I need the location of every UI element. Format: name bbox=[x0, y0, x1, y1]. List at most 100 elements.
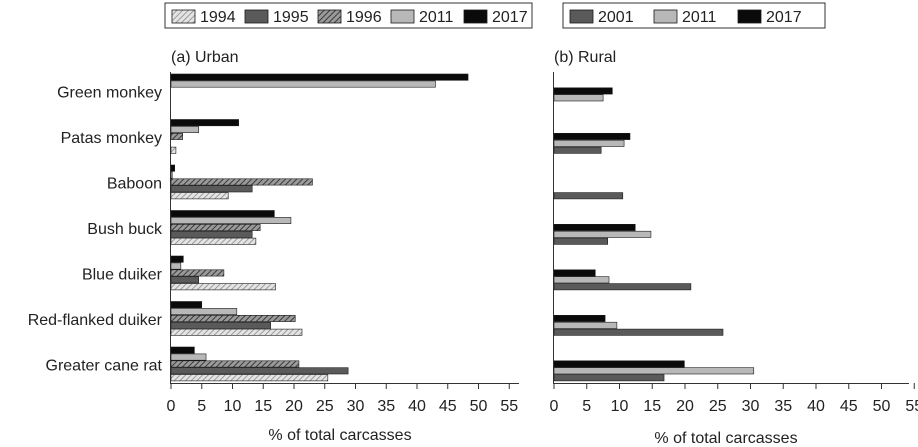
rural-bar-bush-buck-2017 bbox=[553, 224, 636, 231]
urban-tick-label-5: 5 bbox=[197, 398, 206, 415]
rural-tick-label-0: 0 bbox=[550, 398, 559, 415]
rural-bar-patas-monkey-2017 bbox=[553, 133, 631, 140]
urban-tick-label-15: 15 bbox=[254, 398, 272, 415]
urban-tick-label-45: 45 bbox=[439, 398, 457, 415]
urban-bar-patas-monkey-1994 bbox=[170, 146, 177, 154]
urban-bar-baboon-2011 bbox=[170, 171, 173, 179]
rural-legend-label-2001: 2001 bbox=[598, 9, 634, 26]
urban-legend-swatch-2017 bbox=[463, 9, 488, 24]
rural-legend-label-2011: 2011 bbox=[682, 9, 717, 26]
urban-bar-bush-buck-2011 bbox=[170, 217, 292, 224]
urban-tick-label-10: 10 bbox=[224, 398, 242, 415]
rural-bar-green-monkey-2017 bbox=[553, 87, 613, 95]
urban-tick-label-25: 25 bbox=[316, 398, 334, 415]
urban-bar-blue-duiker-1996 bbox=[170, 269, 225, 277]
legend-rural-frame bbox=[562, 2, 826, 29]
urban-bar-blue-duiker-1995 bbox=[170, 276, 199, 284]
rural-bar-red-flanked-duiker-2011 bbox=[553, 321, 618, 329]
urban-legend-swatch-2011 bbox=[390, 9, 415, 24]
urban-bar-blue-duiker-2017 bbox=[170, 255, 184, 263]
urban-bar-green-monkey-2011 bbox=[170, 80, 436, 88]
rural-legend-label-2017: 2017 bbox=[766, 9, 802, 26]
rural-bar-patas-monkey-2001 bbox=[553, 146, 602, 154]
urban-tick-label-0: 0 bbox=[167, 398, 176, 415]
rural-tick-label-35: 35 bbox=[774, 398, 792, 415]
urban-bar-red-flanked-duiker-1996 bbox=[170, 314, 296, 322]
urban-tick-label-35: 35 bbox=[377, 398, 395, 415]
urban-bar-red-flanked-duiker-1995 bbox=[170, 321, 271, 329]
urban-bar-baboon-2017 bbox=[170, 164, 175, 172]
rural-tick-label-15: 15 bbox=[643, 398, 661, 415]
rural-tick-label-55: 55 bbox=[905, 398, 918, 415]
rural-legend-swatch-2011 bbox=[653, 9, 678, 24]
category-label-greater-cane-rat: Greater cane rat bbox=[46, 357, 163, 374]
rural-tick-label-20: 20 bbox=[676, 398, 694, 415]
rural-bar-blue-duiker-2001 bbox=[553, 283, 692, 291]
category-label-red-flanked-duiker: Red-flanked duiker bbox=[28, 312, 163, 329]
category-label-patas-monkey: Patas monkey bbox=[61, 130, 162, 147]
urban-legend-swatch-1995 bbox=[244, 9, 269, 24]
urban-legend-label-1994: 1994 bbox=[200, 9, 236, 26]
urban-tick-label-20: 20 bbox=[285, 398, 303, 415]
urban-tick-label-55: 55 bbox=[500, 398, 518, 415]
rural-tick-label-45: 45 bbox=[840, 398, 858, 415]
urban-legend-label-2011: 2011 bbox=[419, 9, 454, 26]
urban-bar-baboon-1995 bbox=[170, 185, 253, 193]
rural-bar-blue-duiker-2011 bbox=[553, 276, 610, 284]
urban-bar-red-flanked-duiker-1994 bbox=[170, 328, 303, 336]
rural-legend-swatch-2017 bbox=[737, 9, 762, 24]
urban-bar-bush-buck-1996 bbox=[170, 224, 261, 231]
urban-legend-swatch-1996 bbox=[317, 9, 342, 24]
urban-bar-greater-cane-rat-1996 bbox=[170, 360, 300, 368]
rural-bar-patas-monkey-2011 bbox=[553, 139, 625, 147]
legend-rural: 2001 2011 2017 bbox=[562, 2, 826, 29]
urban-legend-label-1995: 1995 bbox=[273, 9, 309, 26]
urban-bar-bush-buck-1994 bbox=[170, 237, 257, 245]
rural-bar-blue-duiker-2017 bbox=[553, 269, 596, 277]
rural-bar-greater-cane-rat-2017 bbox=[553, 360, 685, 368]
urban-bar-patas-monkey-1996 bbox=[170, 133, 183, 140]
category-label-green-monkey: Green monkey bbox=[57, 84, 162, 101]
legend-urban: 1994 1995 1996 2011 2017 bbox=[164, 2, 533, 29]
rural-tick-label-40: 40 bbox=[807, 398, 825, 415]
category-label-baboon: Baboon bbox=[107, 175, 162, 192]
urban-tick-label-40: 40 bbox=[408, 398, 426, 415]
rural-bar-bush-buck-2001 bbox=[553, 237, 609, 245]
rural-bar-red-flanked-duiker-2001 bbox=[553, 328, 724, 336]
urban-bar-greater-cane-rat-1995 bbox=[170, 367, 349, 375]
category-label-blue-duiker: Blue duiker bbox=[82, 266, 163, 283]
panel-b-title: (b) Rural bbox=[554, 49, 616, 66]
panel-rural: 0 5 10 15 20 25 30 35 40 45 50 55 bbox=[550, 72, 918, 415]
rural-tick-label-30: 30 bbox=[742, 398, 760, 415]
urban-bar-greater-cane-rat-2017 bbox=[170, 346, 195, 354]
urban-bar-bush-buck-2017 bbox=[170, 210, 275, 218]
rural-bar-greater-cane-rat-2011 bbox=[553, 367, 755, 375]
panel-a-x-label: % of total carcasses bbox=[268, 427, 411, 444]
panel-b-x-label: % of total carcasses bbox=[654, 430, 797, 447]
urban-bar-greater-cane-rat-2011 bbox=[170, 353, 207, 361]
urban-legend-label-1996: 1996 bbox=[346, 9, 382, 26]
urban-tick-label-50: 50 bbox=[470, 398, 488, 415]
panel-a-title: (a) Urban bbox=[171, 49, 239, 66]
urban-bar-blue-duiker-2011 bbox=[170, 262, 182, 270]
urban-bar-patas-monkey-2011 bbox=[170, 126, 199, 134]
urban-bar-baboon-1994 bbox=[170, 192, 229, 200]
urban-bar-bush-buck-1995 bbox=[170, 230, 253, 238]
rural-tick-label-5: 5 bbox=[582, 398, 591, 415]
rural-tick-label-50: 50 bbox=[873, 398, 891, 415]
urban-bar-red-flanked-duiker-2011 bbox=[170, 308, 238, 315]
rural-legend-swatch-2001 bbox=[569, 9, 594, 24]
urban-bar-baboon-1996 bbox=[170, 178, 313, 186]
rural-bar-green-monkey-2011 bbox=[553, 94, 604, 102]
urban-tick-label-30: 30 bbox=[347, 398, 365, 415]
rural-tick-label-25: 25 bbox=[709, 398, 727, 415]
urban-bar-red-flanked-duiker-2017 bbox=[170, 301, 203, 309]
urban-bar-greater-cane-rat-1994 bbox=[170, 374, 329, 382]
rural-bar-baboon-2001 bbox=[553, 192, 624, 200]
urban-bar-patas-monkey-2017 bbox=[170, 119, 239, 127]
category-label-bush-buck: Bush buck bbox=[87, 221, 163, 238]
urban-legend-label-2017: 2017 bbox=[492, 9, 528, 26]
rural-bar-bush-buck-2011 bbox=[553, 230, 652, 238]
urban-legend-swatch-1994 bbox=[171, 9, 196, 24]
